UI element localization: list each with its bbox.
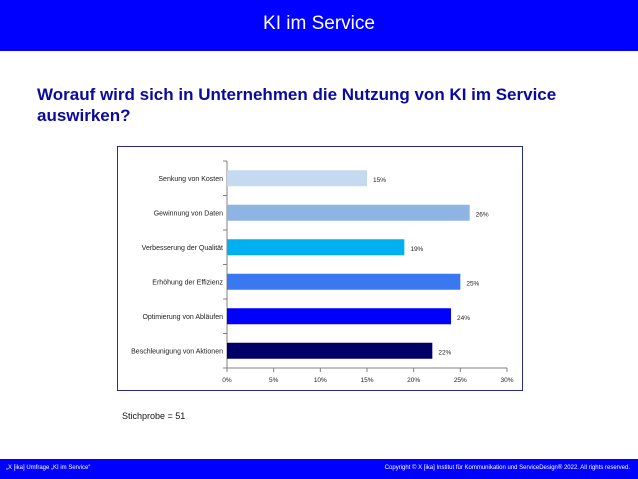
chart-panel: 0% 5% 10% 15% 20% 25% 30% Senkung von Kosten 15%… — [117, 146, 523, 391]
x-tick-label: 10% — [314, 377, 327, 384]
x-tick-label: 25% — [454, 377, 467, 384]
category-label: Verbesserung der Qualität — [142, 245, 223, 252]
data-label: 24% — [457, 315, 470, 322]
footer-survey-label: „X [ika] Umfrage „KI im Service“ — [6, 465, 91, 471]
bar-chart: 0% 5% 10% 15% 20% 25% 30% Senkung von Kosten 15%… — [131, 160, 514, 384]
x-tick-label: 20% — [407, 377, 420, 384]
sample-size-note: Stichprobe = 51 — [122, 411, 186, 421]
category-label: Senkung von Kosten — [158, 176, 223, 183]
data-label: 22% — [438, 349, 451, 356]
x-tick-label: 30% — [500, 377, 513, 384]
data-label: 26% — [476, 211, 489, 218]
x-tick-label: 5% — [269, 377, 279, 384]
bar — [227, 342, 433, 359]
question-heading: Worauf wird sich in Unternehmen die Nutz… — [37, 85, 557, 125]
x-tick-label: 15% — [360, 377, 373, 384]
category-label: Erhöhung der Effizienz — [152, 279, 223, 286]
bar — [227, 170, 367, 187]
bar — [227, 308, 451, 325]
bar — [227, 239, 405, 256]
footer-bar: „X [ika] Umfrage „KI im Service“ Copyrig… — [0, 459, 638, 479]
data-label: 19% — [410, 246, 423, 253]
data-label: 25% — [466, 280, 479, 287]
category-label: Gewinnung von Daten — [154, 210, 223, 217]
x-tick-label: 0% — [222, 377, 232, 384]
page-title: KI im Service — [263, 13, 375, 34]
bar — [227, 273, 461, 290]
bar — [227, 204, 470, 221]
category-label: Optimierung von Abläufen — [142, 314, 223, 321]
category-label: Beschleunigung von Aktionen — [131, 348, 223, 355]
footer-copyright: Copyright © X [ika] Institut für Kommuni… — [384, 465, 630, 471]
header-bar: KI im Service — [0, 0, 638, 51]
data-label: 15% — [373, 177, 386, 184]
